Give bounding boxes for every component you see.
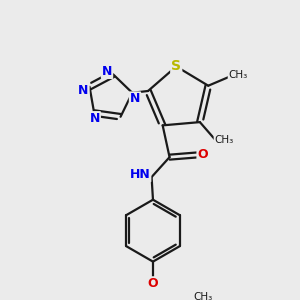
Text: S: S — [171, 59, 181, 74]
Text: N: N — [89, 112, 100, 125]
Text: N: N — [78, 84, 89, 97]
Text: N: N — [130, 92, 140, 105]
Text: O: O — [148, 277, 158, 290]
Text: CH₃: CH₃ — [193, 292, 212, 300]
Text: HN: HN — [130, 168, 150, 181]
Text: CH₃: CH₃ — [214, 135, 234, 145]
Text: O: O — [197, 148, 208, 161]
Text: N: N — [102, 65, 112, 78]
Text: CH₃: CH₃ — [229, 70, 248, 80]
